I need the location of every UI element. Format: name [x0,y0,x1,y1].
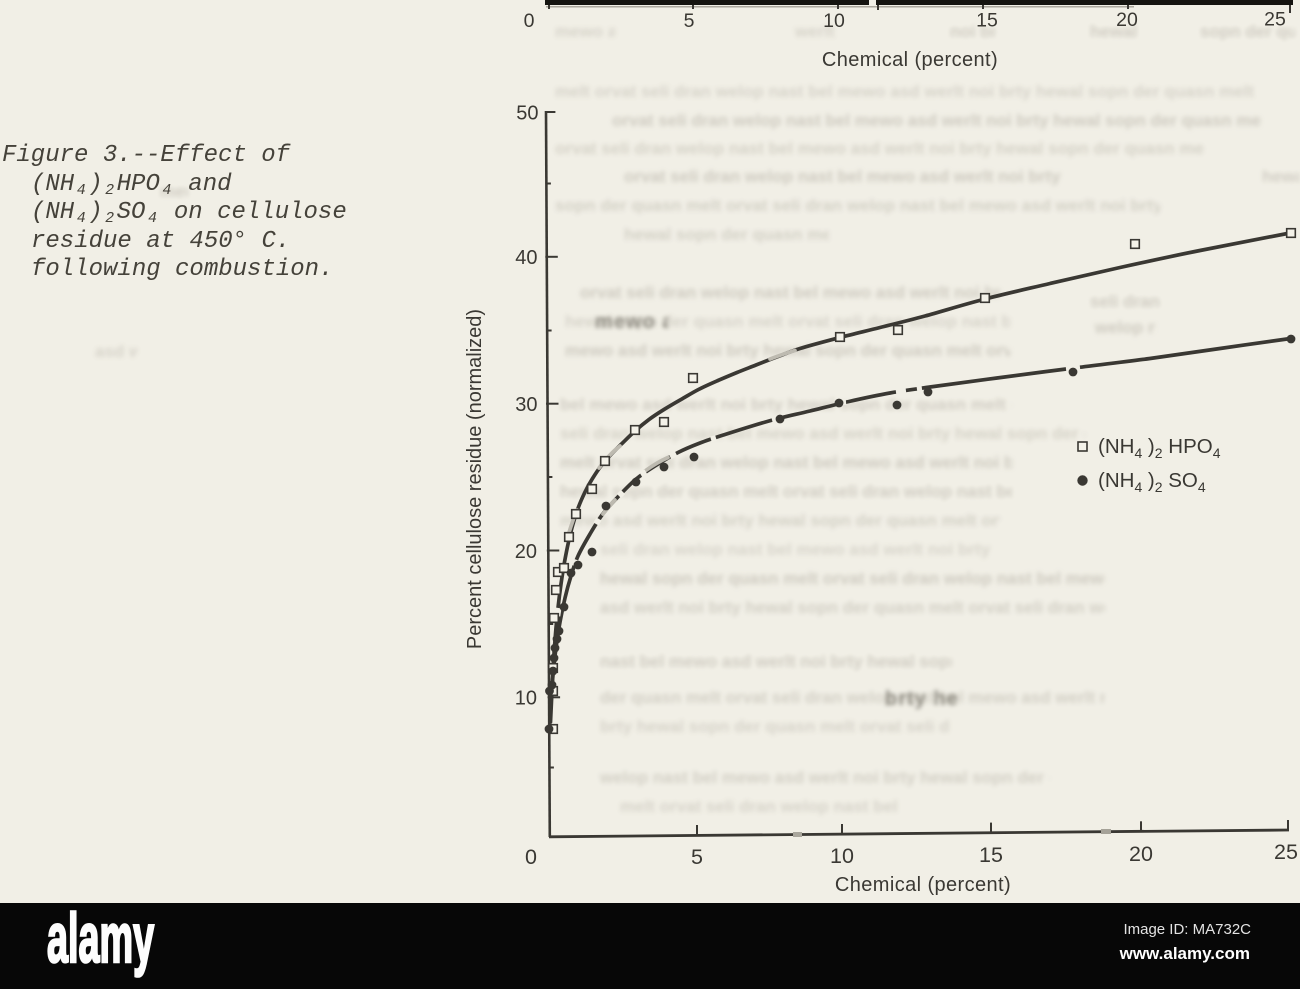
svg-text:10: 10 [830,844,854,868]
svg-text:10: 10 [823,10,845,32]
svg-text:50: 50 [516,103,538,125]
svg-text:25: 25 [1274,840,1298,864]
svg-text:0: 0 [525,845,537,869]
svg-text:Percent cellulose residue (nor: Percent cellulose residue (normalized) [464,309,486,649]
svg-text:(NH4 )2 SO4: (NH4 )2 SO4 [1098,469,1206,495]
svg-text:20: 20 [1116,9,1138,31]
svg-text:Chemical (percent): Chemical (percent) [835,874,1011,896]
svg-text:5: 5 [684,10,695,32]
svg-text:30: 30 [515,394,537,416]
svg-text:5: 5 [691,845,703,869]
svg-text:10: 10 [515,688,537,710]
svg-text:Chemical (percent): Chemical (percent) [822,49,998,71]
svg-text:15: 15 [976,10,998,32]
svg-text:20: 20 [1129,842,1153,866]
svg-text:25: 25 [1264,9,1286,31]
svg-text:15: 15 [979,843,1003,867]
svg-text:0: 0 [524,10,535,32]
svg-text:40: 40 [515,247,537,269]
svg-text:20: 20 [515,541,537,563]
svg-text:(NH4 )2 HPO4: (NH4 )2 HPO4 [1098,435,1221,461]
